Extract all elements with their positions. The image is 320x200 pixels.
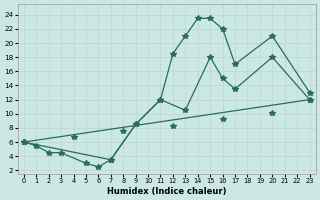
X-axis label: Humidex (Indice chaleur): Humidex (Indice chaleur) bbox=[107, 187, 227, 196]
